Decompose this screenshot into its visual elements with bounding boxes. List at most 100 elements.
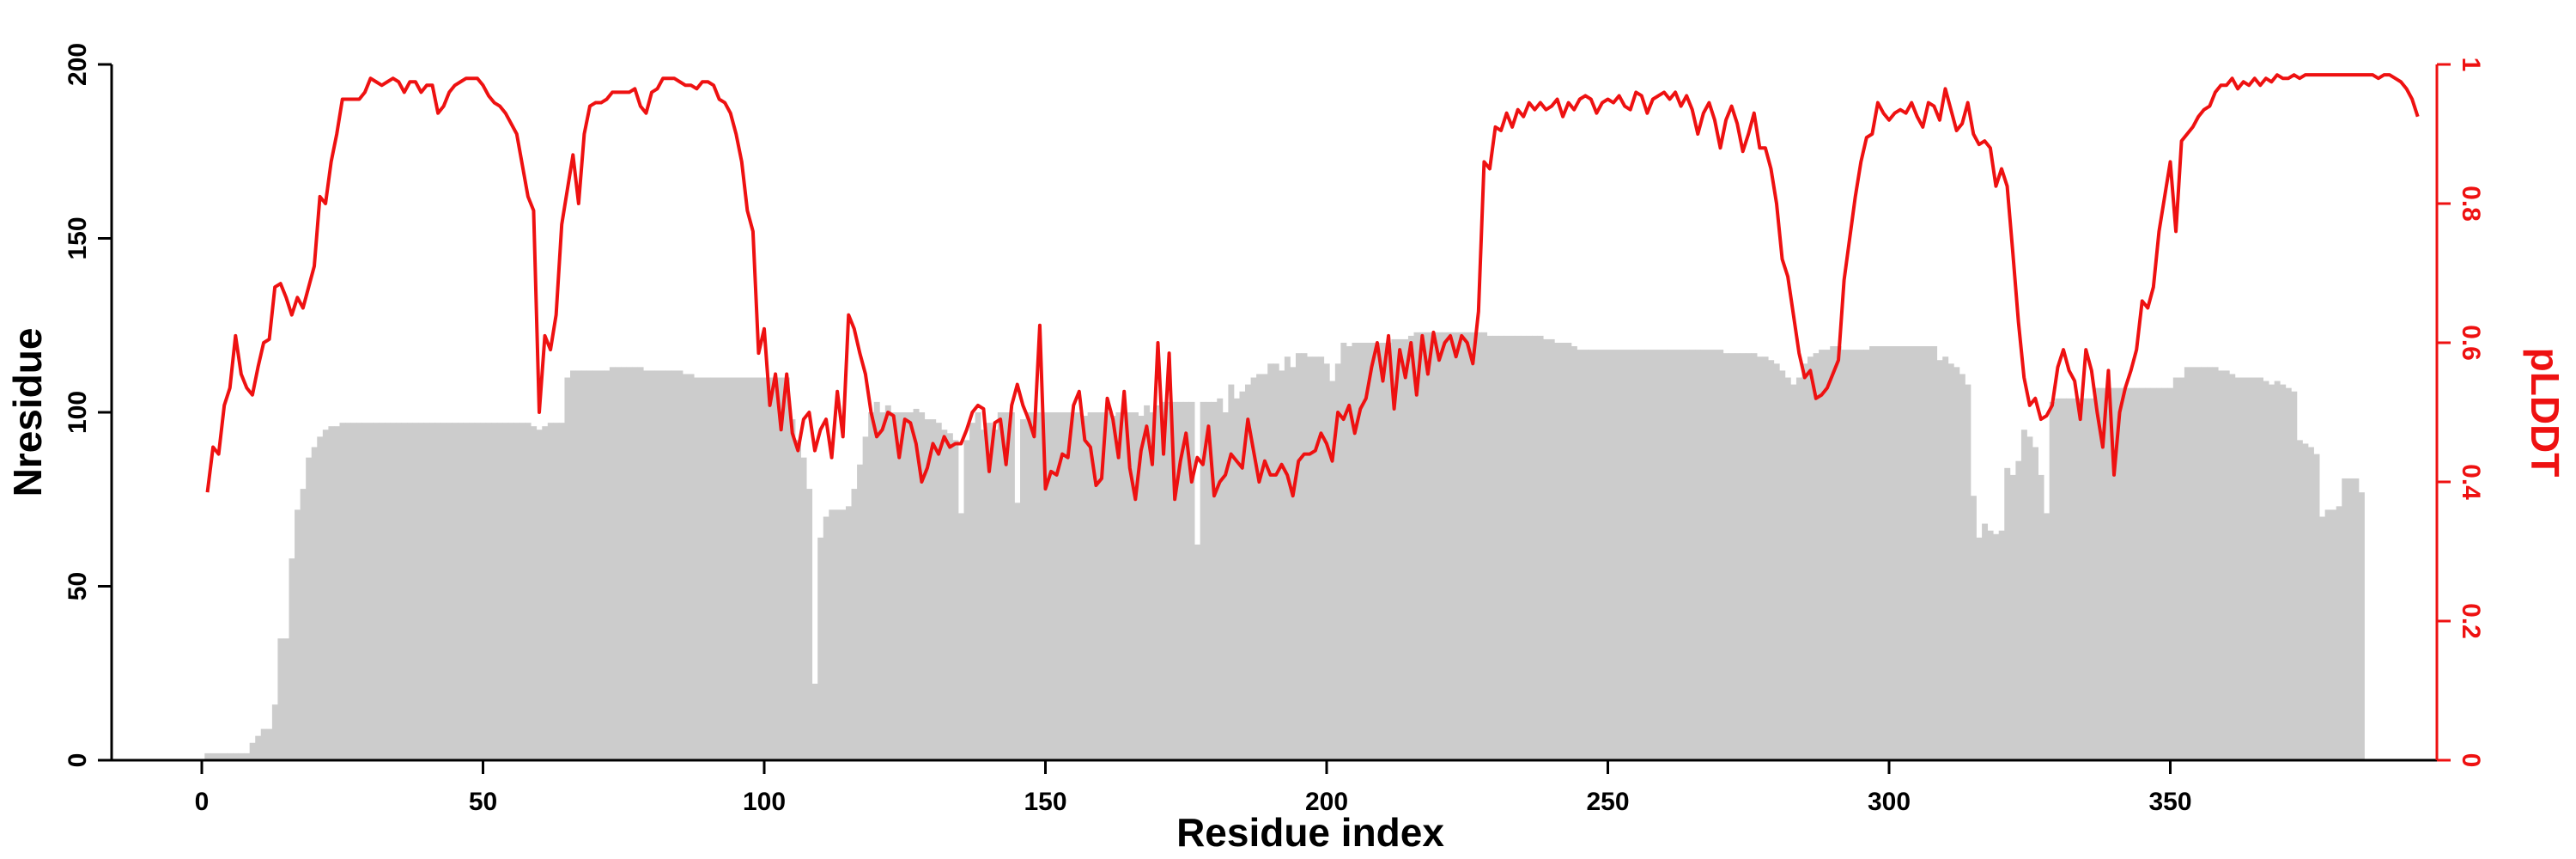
nresidue-bar — [458, 423, 464, 760]
y-left-tick-label: 50 — [64, 572, 92, 600]
nresidue-bar — [255, 735, 262, 760]
nresidue-bar — [339, 423, 346, 760]
nresidue-bar — [1869, 346, 1876, 760]
nresidue-bar — [1222, 412, 1229, 760]
nresidue-bar — [963, 440, 970, 760]
nresidue-bar — [233, 752, 239, 760]
nresidue-bar — [2161, 387, 2168, 760]
nresidue-bar — [643, 370, 650, 760]
nresidue-bar — [952, 440, 959, 760]
nresidue-bar — [783, 377, 790, 760]
nresidue-bar — [699, 377, 706, 760]
nresidue-bar — [1458, 332, 1465, 760]
nresidue-bar — [1104, 412, 1111, 760]
nresidue-bar — [2082, 398, 2089, 760]
nresidue-bar — [1678, 350, 1685, 760]
nresidue-bar — [210, 752, 216, 760]
nresidue-bar — [2201, 367, 2208, 760]
nresidue-bar — [710, 377, 717, 760]
nresidue-bar — [873, 401, 880, 760]
nresidue-bar — [2111, 387, 2117, 760]
nresidue-bar — [361, 423, 368, 760]
nresidue-bar — [2184, 367, 2190, 760]
nresidue-bar — [1182, 401, 1189, 760]
nresidue-bar — [1532, 335, 1539, 760]
x-tick-label: 300 — [1868, 788, 1911, 816]
y-right-tick-label: 0 — [2457, 753, 2485, 768]
nresidue-bar — [817, 537, 824, 760]
nresidue-bar — [373, 423, 380, 760]
nresidue-bar — [1464, 332, 1471, 760]
nresidue-bar — [2218, 370, 2225, 760]
nresidue-bar — [1841, 350, 1848, 760]
nresidue-bar — [1217, 398, 1224, 760]
nresidue-bar — [1447, 332, 1454, 760]
nresidue-bar — [986, 423, 993, 760]
nresidue-bar — [981, 430, 987, 760]
nresidue-bar — [1897, 346, 1904, 760]
y-left-tick-label: 150 — [64, 216, 92, 259]
nresidue-bar — [1751, 353, 1758, 760]
nresidue-bar — [581, 370, 588, 760]
nresidue-bar — [592, 370, 599, 760]
nresidue-bar — [1588, 350, 1595, 760]
nresidue-bar — [1098, 412, 1105, 760]
y-left-tick-label: 0 — [64, 753, 92, 768]
nresidue-bar — [738, 377, 745, 760]
nresidue-bar — [553, 423, 560, 760]
nresidue-bar — [2020, 430, 2027, 760]
nresidue-bar — [1509, 335, 1516, 760]
nresidue-bar — [1931, 346, 1938, 760]
nresidue-bar — [204, 752, 211, 760]
nresidue-bar — [434, 423, 441, 760]
nresidue-bar — [1830, 346, 1837, 760]
nresidue-bar — [1149, 412, 1156, 760]
nresidue-bar — [2347, 478, 2354, 760]
nresidue-bar — [2330, 509, 2337, 760]
nresidue-bar — [295, 509, 301, 760]
nresidue-bar — [1453, 332, 1460, 760]
nresidue-bar — [1144, 405, 1151, 760]
nresidue-bar — [632, 367, 639, 760]
nresidue-bar — [1874, 346, 1881, 760]
nresidue-bar — [1987, 530, 1994, 760]
nresidue-bar — [1790, 384, 1797, 760]
nresidue-bar — [1442, 332, 1449, 760]
nresidue-bar — [1982, 523, 1989, 760]
nresidue-bar — [423, 423, 430, 760]
nresidue-bar — [1307, 356, 1314, 760]
nresidue-bar — [507, 423, 514, 760]
nresidue-bar — [2009, 474, 2016, 760]
nresidue-bar — [345, 423, 351, 760]
nresidue-bar — [2207, 367, 2214, 760]
nresidue-bar — [857, 464, 864, 760]
nresidue-bar — [531, 426, 538, 760]
nresidue-bar — [1717, 350, 1724, 760]
nresidue-bar — [525, 423, 532, 760]
nresidue-bar — [1610, 350, 1617, 760]
nresidue-bar — [862, 436, 869, 760]
nresidue-bar — [1008, 412, 1015, 760]
nresidue-bar — [1908, 346, 1915, 760]
nresidue-bar — [1273, 363, 1279, 760]
nresidue-bar — [1385, 343, 1392, 760]
nresidue-bar — [2071, 398, 2078, 760]
nresidue-bar — [1706, 350, 1713, 760]
nresidue-bar — [1537, 335, 1544, 760]
nresidue-bar — [570, 370, 576, 760]
nresidue-bar — [2133, 387, 2140, 760]
nresidue-bar — [1970, 496, 1977, 760]
nresidue-bar — [1745, 353, 1752, 760]
nresidue-bar — [2240, 377, 2247, 760]
nresidue-bar — [1571, 346, 1577, 760]
nresidue-bar — [727, 377, 734, 760]
nresidue-bar — [1565, 343, 1572, 760]
nresidue-bar — [401, 423, 408, 760]
nresidue-bar — [249, 742, 256, 760]
nresidue-bar — [598, 370, 605, 760]
nresidue-bar — [395, 423, 402, 760]
nresidue-bar — [1402, 338, 1409, 760]
nresidue-bar — [1993, 533, 2000, 760]
nresidue-bar — [260, 728, 267, 760]
nresidue-bar — [957, 513, 964, 760]
